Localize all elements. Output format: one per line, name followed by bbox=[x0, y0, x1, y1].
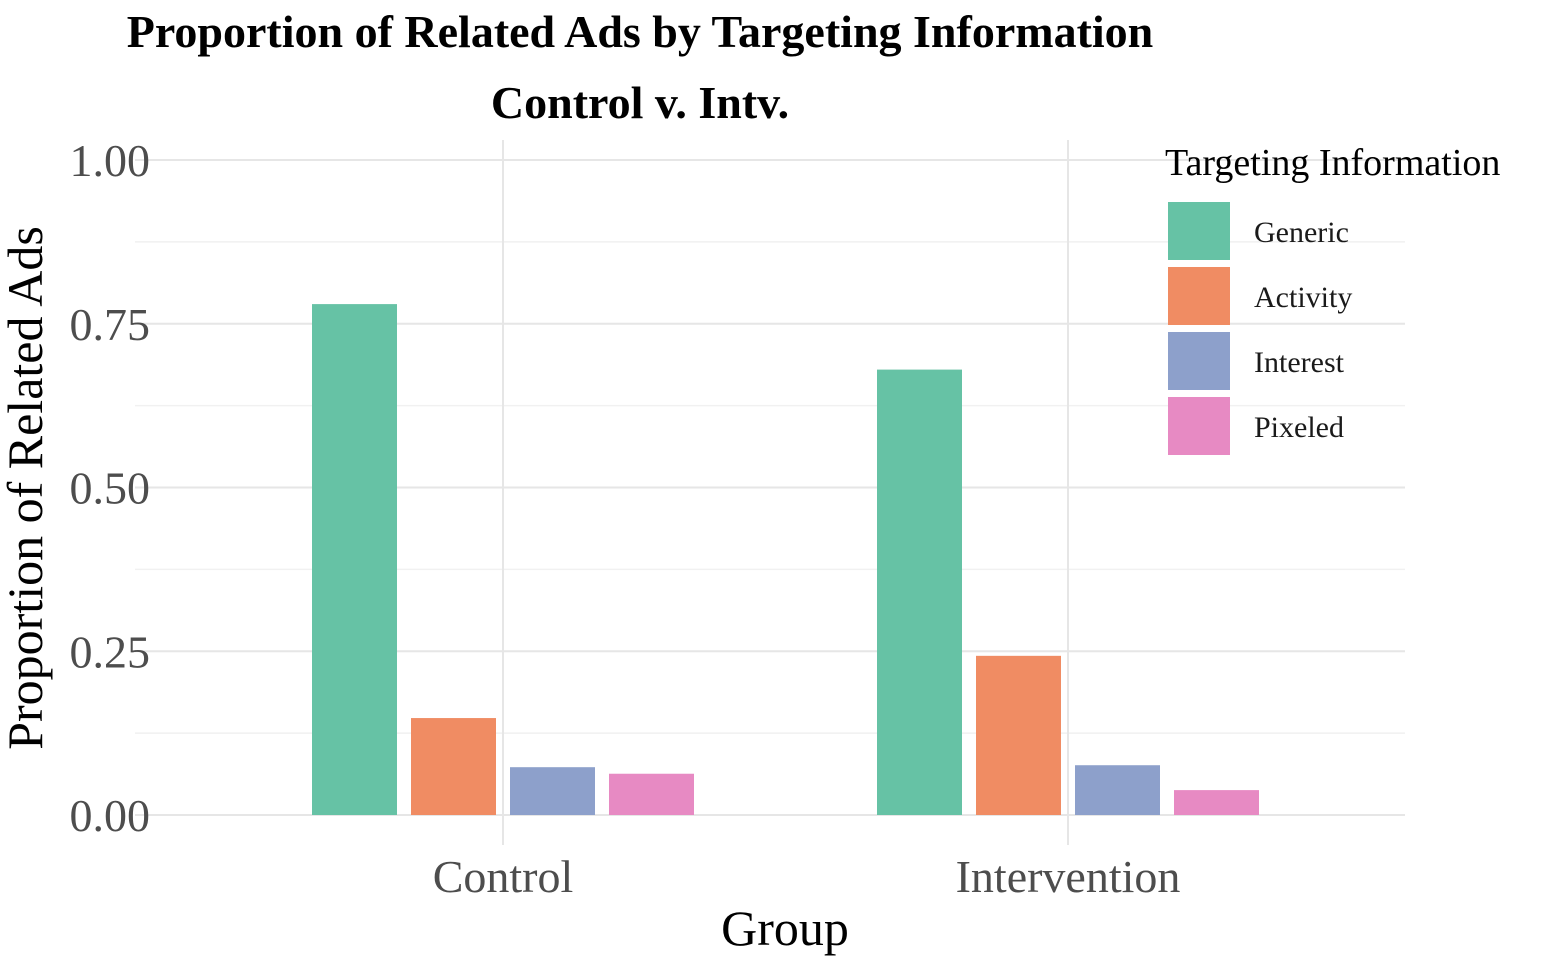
y-tick-label: 0.00 bbox=[70, 790, 151, 841]
legend-label-generic: Generic bbox=[1254, 216, 1349, 249]
y-axis-ticks: 0.00 0.25 0.50 0.75 1.00 bbox=[70, 135, 151, 841]
bar-pixeled-control bbox=[609, 773, 694, 815]
chart-title: Proportion of Related Ads by Targeting I… bbox=[127, 6, 1154, 57]
x-axis-ticks: Control Intervention bbox=[433, 851, 1181, 902]
bar-pixeled-intervention bbox=[1174, 790, 1259, 815]
y-tick-label: 0.50 bbox=[70, 463, 151, 514]
chart-subtitle: Control v. Intv. bbox=[491, 77, 789, 128]
legend-label-activity: Activity bbox=[1254, 281, 1352, 314]
y-tick-label: 0.75 bbox=[70, 299, 151, 350]
x-tick-label: Intervention bbox=[956, 851, 1181, 902]
legend-label-pixeled: Pixeled bbox=[1254, 411, 1344, 444]
legend-swatch-pixeled bbox=[1168, 397, 1230, 455]
legend-swatch-interest bbox=[1168, 332, 1230, 390]
legend-items: Generic Activity Interest Pixeled bbox=[1168, 202, 1352, 455]
legend-title: Targeting Information bbox=[1165, 142, 1500, 184]
bar-interest-control bbox=[510, 767, 595, 815]
y-tick-label: 0.25 bbox=[70, 626, 151, 677]
bar-generic-control bbox=[312, 304, 397, 815]
bars bbox=[312, 304, 1259, 815]
y-tick-label: 1.00 bbox=[70, 135, 151, 186]
bar-activity-control bbox=[411, 718, 496, 815]
legend-label-interest: Interest bbox=[1254, 346, 1345, 379]
y-axis-title: Proportion of Related Ads bbox=[0, 226, 53, 750]
bar-interest-intervention bbox=[1075, 765, 1160, 815]
bar-activity-intervention bbox=[976, 655, 1061, 815]
bar-generic-intervention bbox=[877, 369, 962, 815]
x-axis-title: Group bbox=[721, 900, 849, 956]
legend-swatch-activity bbox=[1168, 267, 1230, 325]
legend: Targeting Information Generic Activity Int… bbox=[1165, 142, 1500, 455]
x-tick-label: Control bbox=[433, 851, 574, 902]
legend-swatch-generic bbox=[1168, 202, 1230, 260]
